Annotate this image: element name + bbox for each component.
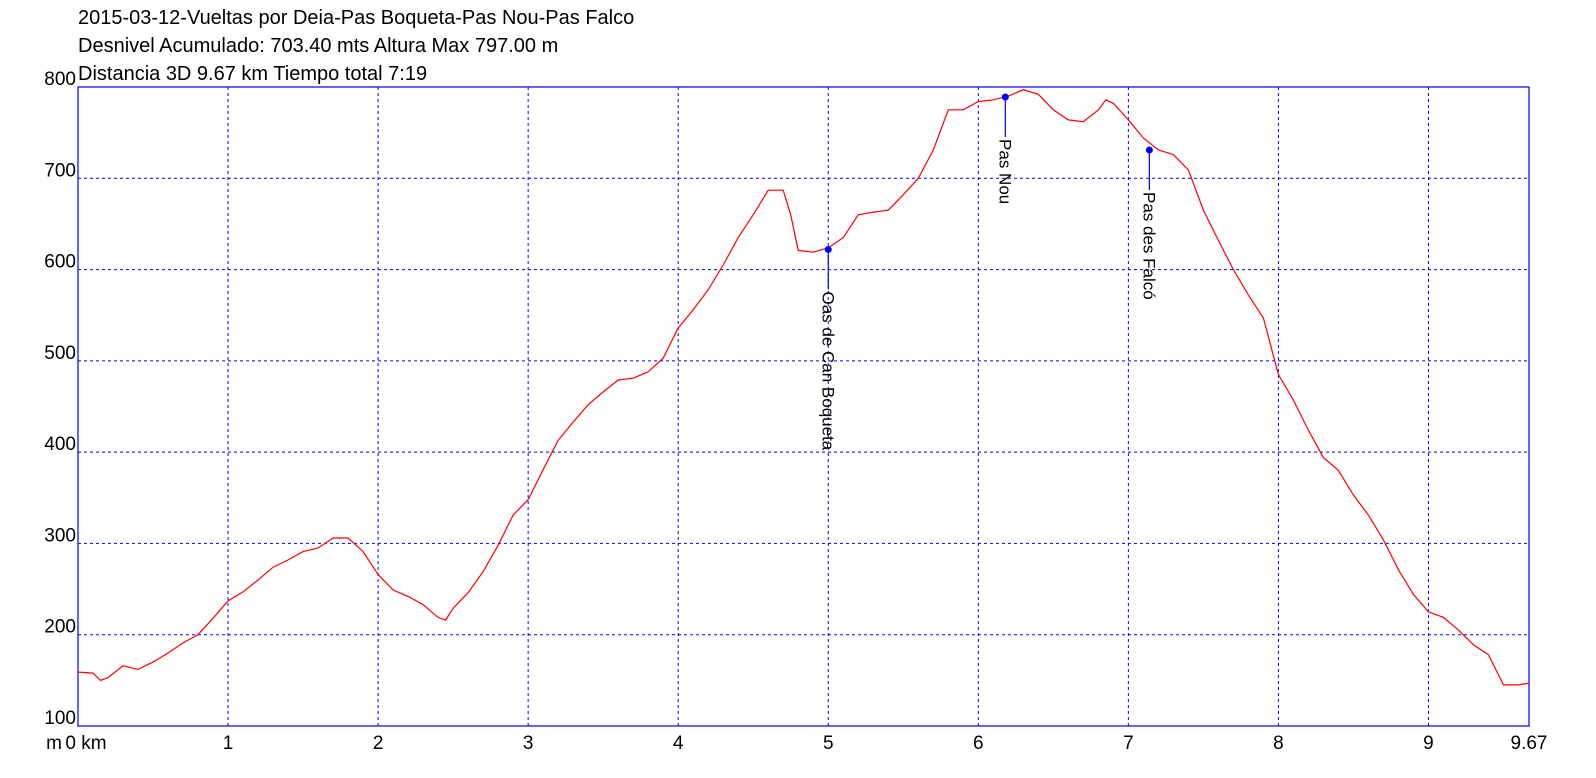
x-tick-label: 6 bbox=[973, 733, 984, 754]
chart-subtitle: Distancia 3D 9.67 km Tiempo total 7:19 bbox=[78, 63, 427, 85]
y-tick-label: 800 bbox=[44, 69, 76, 90]
y-tick-label: 500 bbox=[44, 343, 76, 364]
waypoint-label: Pas Nou bbox=[995, 139, 1014, 204]
waypoint-marker bbox=[1001, 93, 1009, 101]
waypoint-label: Pas des Falcó bbox=[1139, 192, 1158, 300]
x-tick-label: 0 km bbox=[65, 733, 106, 754]
x-tick-label: 9 bbox=[1423, 733, 1434, 754]
x-tick-label: 4 bbox=[673, 733, 684, 754]
elevation-line bbox=[77, 89, 1530, 686]
x-tick-label: 2 bbox=[373, 733, 384, 754]
y-tick-label: 400 bbox=[44, 434, 76, 455]
y-tick-label: 100 bbox=[44, 708, 76, 729]
waypoint-marker bbox=[1145, 146, 1153, 154]
x-tick-label: 1 bbox=[223, 733, 234, 754]
chart-title: 2015-03-12-Vueltas por Deia-Pas Boqueta-… bbox=[78, 7, 634, 29]
y-tick-label: 300 bbox=[44, 525, 76, 546]
y-tick-label: 200 bbox=[44, 617, 76, 638]
y-tick-label: 600 bbox=[44, 252, 76, 273]
x-tick-label: 7 bbox=[1123, 733, 1134, 754]
x-tick-label: 8 bbox=[1273, 733, 1284, 754]
x-tick-label: 3 bbox=[523, 733, 534, 754]
x-tick-label: 5 bbox=[823, 733, 834, 754]
waypoint-marker bbox=[824, 245, 832, 253]
chart-subtitle: Desnivel Acumulado: 703.40 mts Altura Ma… bbox=[78, 35, 558, 57]
y-tick-label: 700 bbox=[44, 160, 76, 181]
plot-frame bbox=[77, 86, 1530, 727]
y-axis-label: m bbox=[46, 733, 62, 754]
x-tick-label: 9.67 bbox=[1511, 733, 1548, 754]
waypoint-label: Oas de Can Boqueta bbox=[818, 291, 837, 450]
